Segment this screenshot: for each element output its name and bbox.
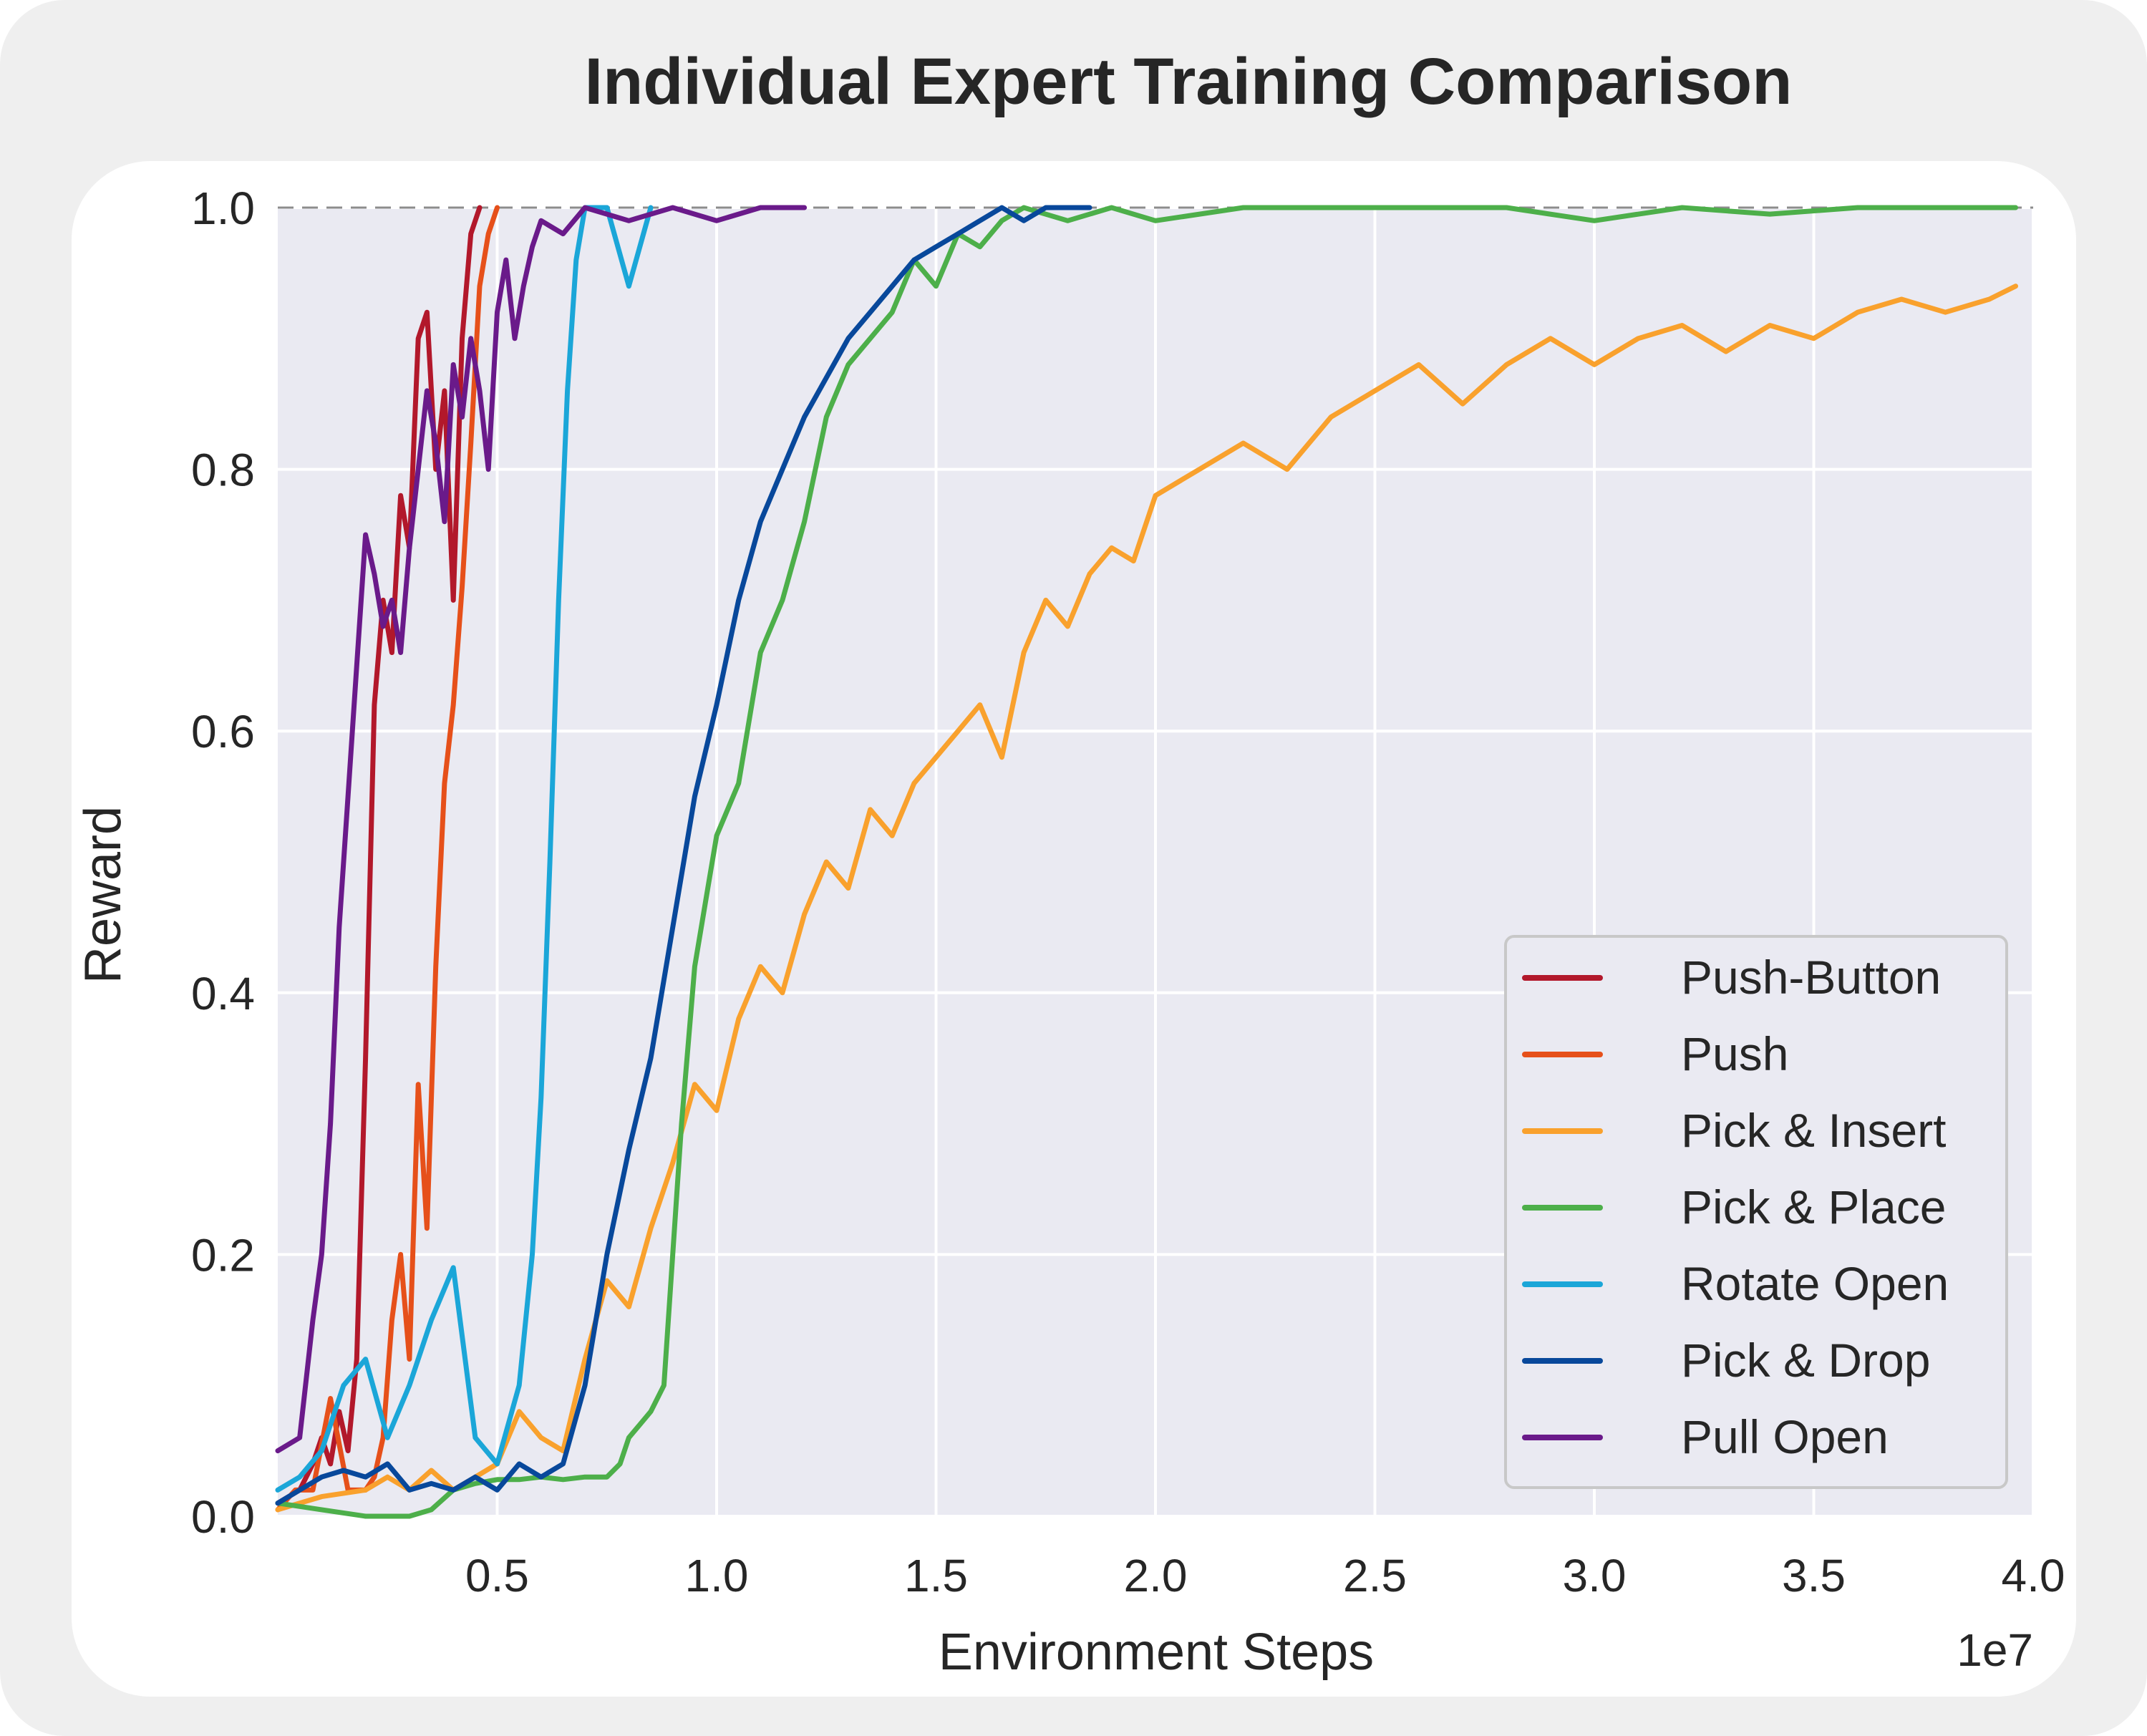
tick-labels: 0.5 1.0 1.5 2.0 2.5 3.0 3.5 4.0 0.0 0.2 0.4 0.6 0.8 1…	[191, 183, 2065, 1601]
y-tick-label: 0.6	[191, 706, 255, 757]
x-tick-label: 2.5	[1343, 1550, 1407, 1601]
series-lines	[275, 205, 2018, 1519]
series-line-push	[275, 205, 500, 1513]
legend-label: Pick & Drop	[1681, 1334, 1930, 1387]
chart-title: Individual Expert Training Comparison	[585, 45, 1793, 118]
y-tick-label: 0.4	[191, 968, 255, 1019]
series-line-pick-insert	[275, 283, 2018, 1513]
legend-label: Push-Button	[1681, 951, 1941, 1004]
x-tick-label: 1.0	[685, 1550, 749, 1601]
legend-label: Rotate Open	[1681, 1257, 1949, 1310]
legend-label: Pull Open	[1681, 1410, 1889, 1463]
legend-label: Pick & Place	[1681, 1180, 1946, 1233]
y-tick-label: 0.0	[191, 1491, 255, 1543]
x-tick-label: 1.5	[904, 1550, 968, 1601]
series-line-rotate-open	[275, 205, 654, 1493]
y-tick-label: 0.2	[191, 1229, 255, 1281]
x-axis-label: Environment Steps	[939, 1624, 1374, 1681]
x-offset-label: 1e7	[1957, 1624, 2033, 1676]
y-tick-label: 0.8	[191, 445, 255, 496]
legend-label: Push	[1681, 1027, 1788, 1080]
legend-box	[1504, 935, 2008, 1489]
x-tick-label: 4.0	[2002, 1550, 2065, 1601]
x-tick-label: 2.0	[1124, 1550, 1188, 1601]
legend-label: Pick & Insert	[1681, 1104, 1946, 1157]
series-line-push-button	[275, 205, 483, 1506]
x-tick-label: 3.5	[1782, 1550, 1846, 1601]
series-line-pick-drop	[275, 205, 1092, 1506]
y-tick-label: 1.0	[191, 183, 255, 234]
series-line-pull-open	[275, 205, 808, 1454]
x-tick-label: 0.5	[465, 1550, 529, 1601]
legend: Push-Button Push Pick & Insert Pick & Place…	[1504, 935, 2008, 1489]
series-line-pick-place	[275, 205, 2018, 1519]
x-tick-label: 3.0	[1563, 1550, 1627, 1601]
y-axis-label: Reward	[74, 806, 132, 984]
